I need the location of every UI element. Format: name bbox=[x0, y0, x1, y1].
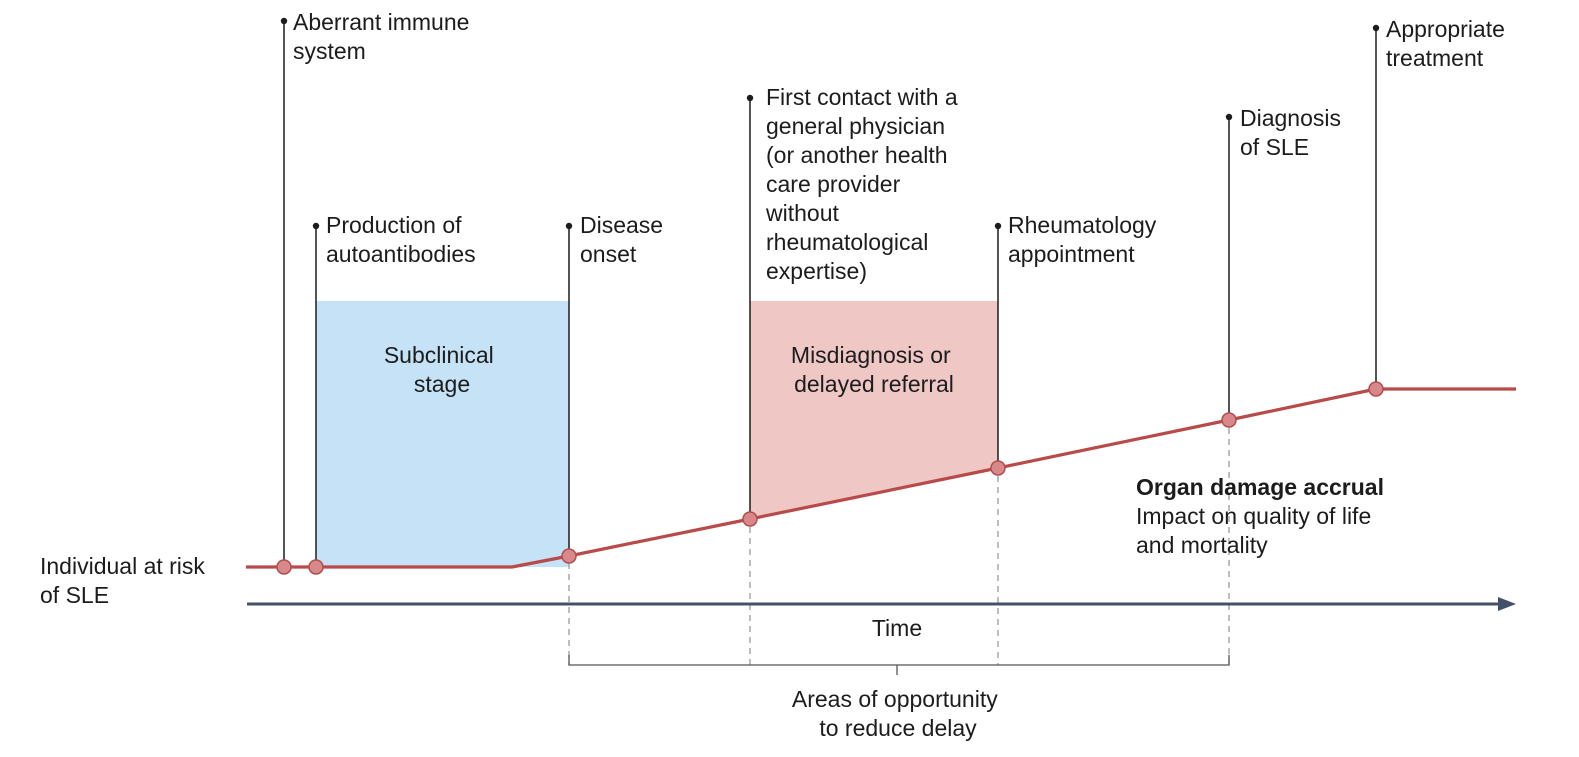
first-contact-node bbox=[742, 511, 758, 527]
misdiagnosis-region bbox=[750, 301, 998, 519]
rheumatology-node bbox=[990, 460, 1006, 476]
opportunity-label: Areas of opportunity to reduce delay bbox=[792, 686, 1004, 741]
individual-at-risk-label: Individual at risk of SLE bbox=[40, 553, 211, 608]
onset-node bbox=[561, 548, 577, 564]
organ-damage-impact-text: Impact on quality of life and mortality bbox=[1136, 503, 1378, 558]
diagnosis-node bbox=[1221, 412, 1237, 428]
misdiagnosis-label: Misdiagnosis or delayed referral bbox=[791, 342, 957, 397]
aberrant-node bbox=[276, 559, 292, 575]
disease-onset-label: Disease onset bbox=[580, 212, 670, 267]
subclinical-stage-label: Subclinical stage bbox=[384, 342, 500, 397]
aberrant-tip-dot bbox=[280, 17, 288, 25]
onset-tip-dot bbox=[565, 222, 573, 230]
diagnosis-of-sle-label: Diagnosis of SLE bbox=[1240, 105, 1347, 160]
time-axis-label: Time bbox=[872, 615, 922, 641]
diagnosis-tip-dot bbox=[1225, 113, 1233, 121]
first-contact-tip-dot bbox=[746, 94, 754, 102]
treatment-node bbox=[1368, 381, 1384, 397]
first-contact-label: First contact with a general physician (… bbox=[765, 84, 964, 284]
appropriate-treatment-label: Appropriate treatment bbox=[1386, 16, 1511, 71]
autoantibodies-label: Production of autoantibodies bbox=[326, 212, 476, 267]
rheumatology-appointment-label: Rheumatology appointment bbox=[1008, 212, 1163, 267]
treatment-tip-dot bbox=[1372, 24, 1380, 32]
autoantibodies-node bbox=[308, 559, 324, 575]
autoantibodies-tip-dot bbox=[312, 222, 320, 230]
aberrant-immune-system-label: Aberrant immune system bbox=[293, 9, 476, 64]
opportunity-bracket bbox=[568, 655, 1230, 666]
subclinical-stage-region bbox=[316, 301, 569, 567]
arrow-right-icon bbox=[1498, 597, 1516, 611]
progression-line bbox=[246, 387, 1516, 569]
organ-damage-title: Organ damage accrual bbox=[1136, 474, 1384, 500]
rheumatology-tip-dot bbox=[994, 222, 1002, 230]
